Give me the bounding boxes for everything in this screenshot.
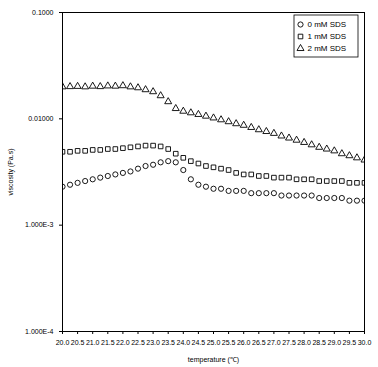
- svg-text:24.0: 24.0: [176, 339, 190, 346]
- svg-text:23.0: 23.0: [146, 339, 160, 346]
- svg-text:viscosity (Pa.s): viscosity (Pa.s): [7, 148, 15, 195]
- svg-text:1.000E-3: 1.000E-3: [25, 221, 54, 228]
- svg-text:27.5: 27.5: [282, 339, 296, 346]
- svg-text:28.0: 28.0: [297, 339, 311, 346]
- svg-text:24.5: 24.5: [192, 339, 206, 346]
- svg-text:21.0: 21.0: [86, 339, 100, 346]
- svg-text:temperature (℃): temperature (℃): [188, 356, 239, 364]
- svg-text:0 mM SDS: 0 mM SDS: [308, 20, 347, 29]
- svg-text:22.0: 22.0: [116, 339, 130, 346]
- svg-text:1 mM SDS: 1 mM SDS: [308, 32, 347, 41]
- svg-text:21.5: 21.5: [101, 339, 115, 346]
- svg-text:22.5: 22.5: [131, 339, 145, 346]
- svg-text:0.01000: 0.01000: [28, 115, 53, 122]
- svg-text:25.5: 25.5: [222, 339, 236, 346]
- svg-text:0.1000: 0.1000: [32, 9, 54, 16]
- svg-text:26.0: 26.0: [237, 339, 251, 346]
- svg-text:27.0: 27.0: [267, 339, 281, 346]
- svg-text:23.5: 23.5: [161, 339, 175, 346]
- svg-text:20.5: 20.5: [71, 339, 85, 346]
- svg-text:20.0: 20.0: [56, 339, 70, 346]
- svg-text:25.0: 25.0: [207, 339, 221, 346]
- svg-text:2 mM SDS: 2 mM SDS: [308, 44, 347, 53]
- svg-text:26.5: 26.5: [252, 339, 266, 346]
- svg-text:28.5: 28.5: [312, 339, 326, 346]
- svg-text:1.000E-4: 1.000E-4: [25, 328, 54, 335]
- svg-text:29.0: 29.0: [327, 339, 341, 346]
- svg-text:29.5: 29.5: [343, 339, 357, 346]
- svg-text:30.0: 30.0: [358, 339, 372, 346]
